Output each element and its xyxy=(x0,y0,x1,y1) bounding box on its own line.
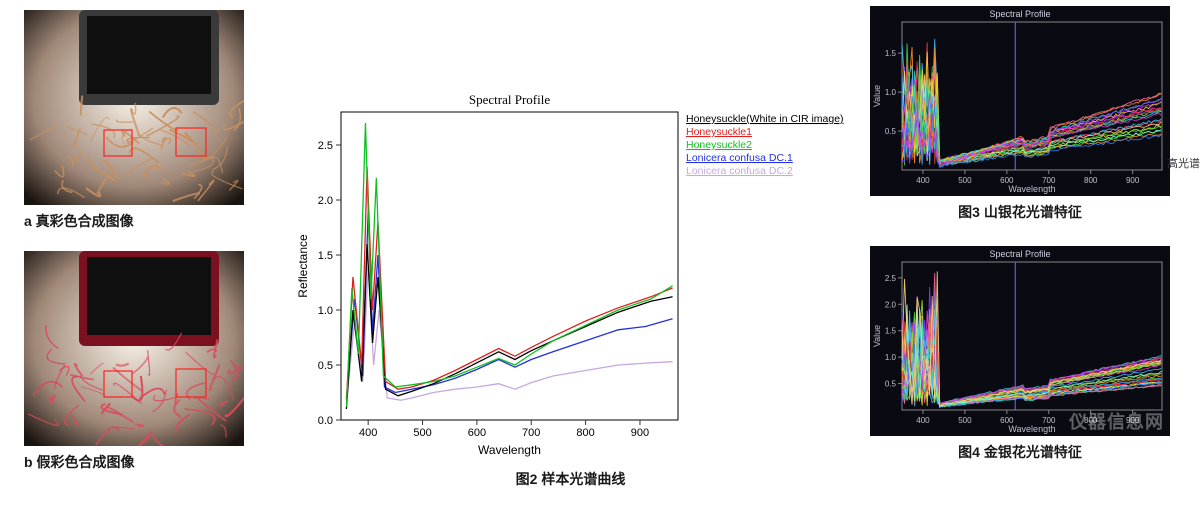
svg-text:Lonicera confusa DC.2: Lonicera confusa DC.2 xyxy=(686,165,793,177)
svg-text:500: 500 xyxy=(958,176,972,185)
subchart-top-svg: Spectral Profile4005006007008009000.51.0… xyxy=(870,6,1170,196)
watermark: 仪器信息网 xyxy=(1069,408,1164,434)
caption-a: a 真彩色合成图像 xyxy=(24,211,254,231)
photo-a-svg xyxy=(24,10,244,205)
main-caption: 图2 样本光谱曲线 xyxy=(293,469,848,489)
svg-text:2.0: 2.0 xyxy=(318,195,333,207)
right-column: Spectral Profile4005006007008009000.51.0… xyxy=(870,6,1170,462)
svg-text:900: 900 xyxy=(631,427,649,439)
svg-text:800: 800 xyxy=(1084,176,1098,185)
main-chart: Spectral Profile 400 500 600 700 800 900 0.0 0.5… xyxy=(293,90,848,460)
svg-text:800: 800 xyxy=(576,427,594,439)
svg-text:2.5: 2.5 xyxy=(885,274,897,283)
photo-b-svg xyxy=(24,251,244,446)
svg-text:0.5: 0.5 xyxy=(885,380,897,389)
left-column: a 真彩色合成图像 b 假彩色合成图像 xyxy=(24,10,254,472)
svg-text:Wavelength: Wavelength xyxy=(1008,184,1055,194)
svg-text:600: 600 xyxy=(468,427,486,439)
svg-text:2.5: 2.5 xyxy=(318,140,333,152)
svg-text:Spectral Profile: Spectral Profile xyxy=(989,9,1050,19)
svg-text:Spectral Profile: Spectral Profile xyxy=(469,92,550,107)
svg-text:Reflectance: Reflectance xyxy=(296,234,310,298)
svg-text:400: 400 xyxy=(359,427,377,439)
svg-text:Honeysuckle2: Honeysuckle2 xyxy=(686,139,752,151)
svg-text:900: 900 xyxy=(1126,176,1140,185)
svg-text:700: 700 xyxy=(522,427,540,439)
image-a: a 真彩色合成图像 xyxy=(24,10,254,231)
subchart-bottom: Spectral Profile4005006007008009000.51.0… xyxy=(870,246,1170,436)
svg-text:Wavelength: Wavelength xyxy=(478,443,541,457)
svg-text:Honeysuckle(White in CIR image: Honeysuckle(White in CIR image) xyxy=(686,113,844,125)
svg-text:1.5: 1.5 xyxy=(318,250,333,262)
sub-bot-caption: 图4 金银花光谱特征 xyxy=(870,442,1170,462)
svg-text:500: 500 xyxy=(958,416,972,425)
image-b: b 假彩色合成图像 xyxy=(24,251,254,472)
svg-text:0.0: 0.0 xyxy=(318,415,333,427)
svg-text:1.5: 1.5 xyxy=(885,49,897,58)
svg-text:0.5: 0.5 xyxy=(885,127,897,136)
svg-text:Wavelength: Wavelength xyxy=(1008,424,1055,434)
svg-text:400: 400 xyxy=(916,176,930,185)
svg-text:500: 500 xyxy=(413,427,431,439)
photo-b xyxy=(24,251,244,446)
svg-text:2.0: 2.0 xyxy=(885,300,897,309)
svg-text:Value: Value xyxy=(872,85,882,107)
svg-text:Spectral Profile: Spectral Profile xyxy=(989,249,1050,259)
svg-text:1.0: 1.0 xyxy=(885,88,897,97)
svg-text:Honeysuckle1: Honeysuckle1 xyxy=(686,126,752,138)
main-chart-wrap: Spectral Profile 400 500 600 700 800 900 0.0 0.5… xyxy=(293,90,848,489)
svg-text:Value: Value xyxy=(872,325,882,347)
caption-b: b 假彩色合成图像 xyxy=(24,452,254,472)
svg-text:1.0: 1.0 xyxy=(885,353,897,362)
svg-text:Lonicera confusa DC.1: Lonicera confusa DC.1 xyxy=(686,152,793,164)
svg-text:400: 400 xyxy=(916,416,930,425)
svg-text:0.5: 0.5 xyxy=(318,360,333,372)
side-text: 高光谱 xyxy=(1167,155,1200,171)
svg-text:1.5: 1.5 xyxy=(885,327,897,336)
subchart-top: Spectral Profile4005006007008009000.51.0… xyxy=(870,6,1170,196)
photo-a xyxy=(24,10,244,205)
subchart-bottom-wrap: Spectral Profile4005006007008009000.51.0… xyxy=(870,246,1170,462)
sub-top-caption: 图3 山银花光谱特征 xyxy=(870,202,1170,222)
subchart-top-wrap: Spectral Profile4005006007008009000.51.0… xyxy=(870,6,1170,222)
svg-text:1.0: 1.0 xyxy=(318,305,333,317)
